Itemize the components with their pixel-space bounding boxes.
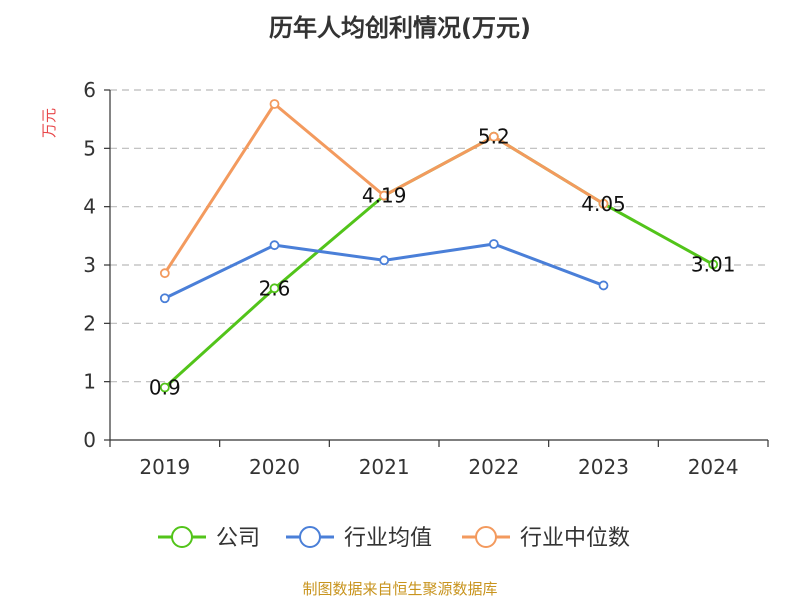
legend-label: 行业中位数 <box>520 526 630 551</box>
data-point <box>269 283 280 294</box>
legend-marker <box>475 526 497 548</box>
series-layer <box>159 99 719 393</box>
source-note: 制图数据来自恒生聚源数据库 <box>302 580 497 598</box>
y-tick-label: 1 <box>83 370 96 394</box>
data-point <box>269 240 280 251</box>
data-point <box>708 259 719 270</box>
y-tick-label: 3 <box>83 253 96 277</box>
data-point <box>159 382 170 393</box>
data-label: 2.6 <box>259 276 291 300</box>
data-label: 4.19 <box>362 184 407 208</box>
series-industry-mean <box>159 239 609 304</box>
legend-item: 行业均值 <box>286 526 432 551</box>
x-tick-label: 2024 <box>688 455 739 479</box>
x-tick-label: 2022 <box>468 455 519 479</box>
legend-marker <box>299 526 321 548</box>
y-tick-label: 5 <box>83 136 96 160</box>
x-tick-label: 2023 <box>578 455 629 479</box>
axis-layer: 0 1 2 3 4 5 6 2019 2020 2021 2022 2023 2024 <box>83 78 769 479</box>
series-industry-median <box>159 99 609 279</box>
y-tick-label: 6 <box>83 78 96 102</box>
data-point <box>269 99 280 109</box>
x-tick-label: 2020 <box>249 455 300 479</box>
x-tick-label: 2019 <box>139 455 190 479</box>
data-point <box>379 190 390 201</box>
data-point <box>598 280 609 291</box>
y-tick-label: 4 <box>83 195 96 219</box>
legend-marker <box>171 526 193 548</box>
y-tick-label: 0 <box>83 428 96 452</box>
chart-title: 历年人均创利情况(万元) <box>269 14 531 42</box>
data-label: 4.05 <box>581 192 626 216</box>
legend-label: 公司 <box>216 526 260 551</box>
series-company <box>159 131 719 393</box>
legend-label: 行业均值 <box>344 526 432 551</box>
legend-item: 公司 <box>158 526 260 551</box>
data-point <box>488 131 499 142</box>
data-point <box>598 198 609 209</box>
data-label-layer: 0.9 2.6 4.19 5.2 4.05 3.01 <box>149 125 736 400</box>
x-tick-label: 2021 <box>359 455 410 479</box>
y-tick-label: 2 <box>83 311 96 335</box>
data-point <box>159 268 170 279</box>
grid-layer <box>110 89 768 383</box>
data-point <box>488 239 499 249</box>
data-label: 0.9 <box>149 376 181 400</box>
series-line <box>164 242 605 300</box>
data-point <box>379 255 390 266</box>
legend: 公司 行业均值 行业中位数 <box>158 526 630 551</box>
data-label: 3.01 <box>691 252 736 276</box>
legend-item: 行业中位数 <box>462 526 630 551</box>
y-axis-label: 万元 <box>40 108 58 138</box>
series-line <box>163 135 714 389</box>
data-label: 5.2 <box>478 125 510 149</box>
data-point <box>159 293 170 304</box>
